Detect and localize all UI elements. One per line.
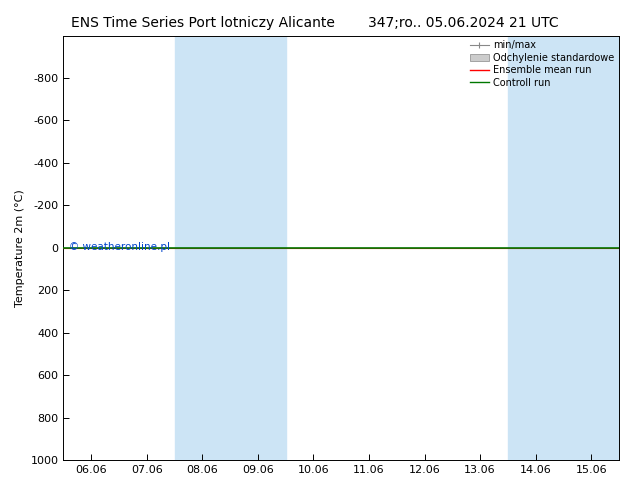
Text: © weatheronline.pl: © weatheronline.pl [69,242,170,252]
Legend: min/max, Odchylenie standardowe, Ensemble mean run, Controll run: min/max, Odchylenie standardowe, Ensembl… [468,39,616,90]
Bar [564,36,619,460]
Y-axis label: Temperature 2m (°C): Temperature 2m (°C) [15,189,25,307]
Text: ENS Time Series Port lotniczy Alicante: ENS Time Series Port lotniczy Alicante [71,16,335,30]
Bar [230,36,286,460]
Bar [174,36,230,460]
Text: 347;ro.. 05.06.2024 21 UTC: 347;ro.. 05.06.2024 21 UTC [368,16,558,30]
Bar [508,36,564,460]
